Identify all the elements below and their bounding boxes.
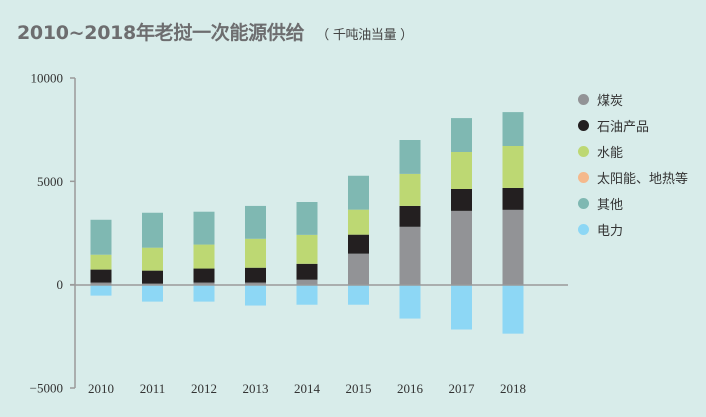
- bar-segment-2010-5: [90, 284, 112, 296]
- x-tick-label: 2014: [294, 381, 321, 396]
- bar-segment-2011-2: [142, 247, 163, 271]
- legend-label: 太阳能、地热等: [597, 171, 689, 187]
- bar-segment-2013-4: [245, 205, 266, 239]
- legend-swatch-icon: [578, 119, 589, 131]
- x-tick-label: 2013: [243, 381, 269, 396]
- legend-label: 石油产品: [597, 119, 650, 135]
- bar-segment-2011-5: [142, 284, 163, 302]
- bar-segment-2011-0: [142, 283, 163, 285]
- legend-item: 水能: [578, 138, 688, 164]
- bar-segment-2017-4: [451, 118, 472, 152]
- bar-segment-2017-2: [451, 151, 472, 189]
- legend-swatch-icon: [578, 223, 589, 235]
- bar-segment-2012-0: [193, 282, 215, 285]
- bar-segment-2014-1: [296, 263, 318, 280]
- chart-title: 2010~2018年老挝一次能源供给 （ 千吨油当量 ）: [17, 18, 413, 45]
- chart-subtitle: （ 千吨油当量 ）: [316, 28, 413, 43]
- x-tick-label: 2011: [140, 381, 166, 396]
- bars-group: [90, 112, 524, 334]
- bar-segment-2015-0: [348, 253, 369, 285]
- x-tick-label: 2012: [191, 381, 217, 396]
- x-tick-label: 2015: [346, 381, 372, 396]
- legend-label: 水能: [597, 145, 624, 161]
- x-tick-label: 2016: [397, 381, 424, 396]
- y-tick-label: 10000: [31, 71, 64, 86]
- bar-segment-2018-4: [502, 112, 524, 146]
- bar-segment-2018-5: [502, 284, 524, 334]
- y-tick-label: 0: [57, 277, 64, 292]
- bar-segment-2012-4: [193, 211, 215, 245]
- y-ticks-group: 10000 5000 0 −5000: [30, 71, 75, 396]
- bar-segment-2016-1: [399, 205, 421, 227]
- x-ticks-group: 2010 2011 2012 2013 2014 2015 2016 2017 2018: [88, 381, 526, 396]
- bar-segment-2014-5: [296, 284, 318, 305]
- bar-segment-2010-0: [90, 282, 112, 285]
- bar-segment-2010-4: [90, 219, 112, 255]
- bar-segment-2010-1: [90, 269, 112, 283]
- legend-swatch-icon: [578, 93, 589, 105]
- y-tick-label: 5000: [37, 174, 63, 189]
- y-tick-label: −5000: [30, 381, 63, 396]
- bar-segment-2011-4: [142, 212, 163, 248]
- x-tick-label: 2017: [449, 381, 476, 396]
- bar-segment-2016-2: [399, 173, 421, 206]
- legend: 煤炭石油产品水能太阳能、地热等 其他电力: [578, 86, 688, 242]
- bar-segment-2015-4: [348, 175, 369, 210]
- legend-label: 其他: [597, 197, 624, 213]
- legend-swatch-icon: [578, 197, 589, 209]
- x-tick-label: 2018: [500, 381, 526, 396]
- x-tick-label: 2010: [88, 381, 114, 396]
- bar-segment-2016-5: [399, 284, 421, 319]
- bar-segment-2015-1: [348, 234, 369, 254]
- bar-segment-2018-2: [502, 145, 524, 188]
- bar-segment-2010-2: [90, 254, 112, 270]
- bar-segment-2013-1: [245, 267, 266, 283]
- bar-segment-2012-2: [193, 244, 215, 269]
- bar-segment-2016-4: [399, 140, 421, 174]
- legend-label: 电力: [597, 223, 624, 239]
- legend-swatch-icon: [578, 171, 589, 183]
- bar-segment-2017-1: [451, 188, 472, 211]
- bar-segment-2013-5: [245, 284, 266, 306]
- bar-segment-2013-2: [245, 238, 266, 268]
- chart-title-text: 2010~2018年老挝一次能源供给: [17, 22, 305, 44]
- bar-segment-2017-0: [451, 210, 472, 285]
- bar-segment-2013-0: [245, 282, 266, 285]
- bar-segment-2014-0: [296, 279, 318, 285]
- legend-item: 煤炭: [578, 86, 688, 112]
- legend-label: 煤炭: [597, 93, 624, 109]
- bar-segment-2016-0: [399, 226, 421, 285]
- legend-swatch-icon: [578, 145, 589, 157]
- bar-segment-2015-2: [348, 209, 369, 235]
- bar-segment-2011-1: [142, 270, 163, 284]
- bar-segment-2012-1: [193, 268, 215, 283]
- legend-item: 太阳能、地热等: [578, 164, 688, 190]
- legend-item: 石油产品: [578, 112, 688, 138]
- bar-segment-2014-4: [296, 202, 318, 235]
- bar-segment-2018-1: [502, 187, 524, 210]
- bar-segment-2017-5: [451, 284, 472, 330]
- legend-item: 电力: [578, 216, 688, 242]
- bar-segment-2015-5: [348, 284, 369, 305]
- bar-segment-2014-2: [296, 234, 318, 264]
- bar-segment-2012-5: [193, 284, 215, 302]
- legend-item: 其他: [578, 190, 688, 216]
- bar-segment-2018-0: [502, 209, 524, 285]
